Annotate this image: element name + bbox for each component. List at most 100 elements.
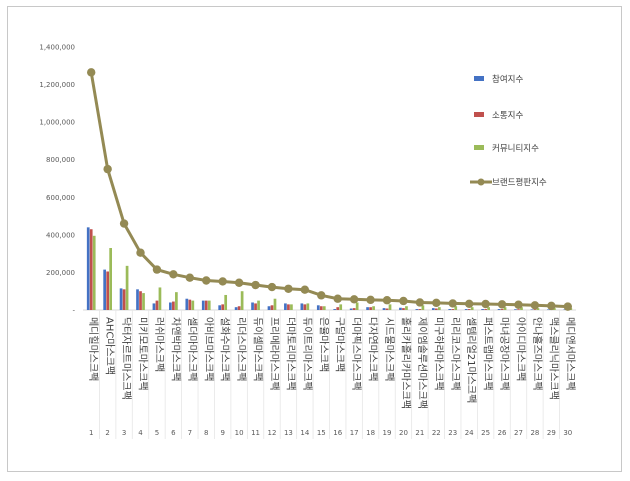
bar-1: [514, 309, 517, 310]
x-category-label: 퍼스트랩마스크팩: [482, 317, 494, 391]
x-index-label: 29: [547, 429, 556, 437]
line-point: [317, 291, 326, 300]
bar-1: [251, 302, 254, 310]
line-point: [448, 299, 457, 308]
bar-1: [218, 305, 222, 310]
bar-2: [484, 309, 487, 310]
chart-svg: - 200,000 400,000 600,000 800,000 1,000,000 1,…: [39, 44, 576, 439]
line-point: [218, 277, 227, 286]
x-index-label: 4: [138, 429, 143, 437]
bar-2: [172, 301, 175, 310]
bar-2: [204, 300, 208, 310]
bar-2: [155, 300, 159, 310]
bar-2: [533, 309, 537, 310]
x-index-label: 8: [204, 429, 208, 437]
bar-3: [405, 306, 408, 310]
bar-2: [139, 291, 142, 310]
line-point: [349, 295, 359, 304]
x-category-label: 듀이셀마스크팩: [252, 317, 264, 381]
bar-3: [92, 235, 96, 310]
x-index-label: 26: [498, 429, 507, 437]
bar-3: [306, 303, 310, 310]
x-index-label: 23: [448, 429, 457, 437]
line-point: [267, 282, 277, 292]
x-category-label: 구달마스크팩: [334, 317, 346, 372]
line-point: [103, 164, 112, 174]
line-point: [497, 300, 507, 309]
x-index-label: 3: [122, 429, 126, 437]
bar-3: [470, 307, 474, 310]
bar-2: [418, 309, 422, 310]
bar-1: [300, 303, 304, 310]
line-point: [547, 301, 556, 311]
x-category-label: 시드물마스크팩: [383, 317, 395, 381]
legend-label: 커뮤니티지수: [492, 143, 539, 154]
bar-1: [349, 308, 353, 310]
line-point: [415, 298, 425, 307]
x-category-label: 미키모토마스크팩: [137, 317, 149, 391]
x-category-label: 메디힐마스크팩: [87, 317, 100, 381]
y-tick-label: 1,200,000: [39, 81, 75, 89]
x-index-label: 24: [465, 429, 474, 437]
bar-1: [333, 309, 337, 310]
bar-2: [122, 289, 126, 310]
bar-2: [434, 308, 438, 310]
bar-2: [287, 304, 290, 310]
bar-3: [257, 300, 260, 310]
x-category-label: 셀더마마스크팩: [186, 317, 198, 381]
legend-label: 브랜드평판지수: [492, 177, 547, 188]
x-index-label: 25: [481, 429, 490, 437]
bar-1: [152, 303, 156, 310]
bar-1: [316, 305, 320, 310]
bar-2: [369, 307, 372, 310]
y-tick-label: 1,000,000: [39, 119, 75, 127]
bar-1: [86, 227, 90, 310]
line-point: [87, 68, 96, 77]
bar-2: [402, 308, 405, 310]
x-category-label: 차앤박마스크팩: [169, 317, 181, 381]
line-point: [136, 248, 145, 257]
bar-2: [517, 309, 520, 310]
x-category-label: 듀이트리마스크팩: [301, 317, 313, 391]
bar-3: [109, 248, 112, 310]
bar-1: [399, 307, 402, 310]
x-category-label: 마녀공장마스크팩: [498, 317, 510, 391]
bar-2: [254, 303, 257, 310]
y-tick-label: 200,000: [46, 269, 75, 277]
bar-3: [322, 306, 326, 310]
bar-3: [372, 306, 375, 310]
line-point: [464, 299, 474, 309]
line-point: [481, 299, 490, 309]
bar-1: [284, 303, 287, 310]
x-category-label: 다자연마스크팩: [367, 317, 379, 381]
x-index-label: 9: [220, 429, 224, 437]
x-index-label: 20: [399, 429, 408, 437]
bar-3: [520, 307, 523, 310]
chart-frame: - 200,000 400,000 600,000 800,000 1,000,000 1,…: [7, 6, 622, 472]
x-index-label: 6: [171, 429, 176, 437]
x-category-label: 메디앤서마스크팩: [564, 317, 576, 391]
bar-3: [175, 292, 178, 310]
x-category-label: AHC마스크팩: [104, 317, 116, 375]
bar-2: [106, 271, 109, 310]
bar-3: [339, 304, 343, 310]
x-category-label: 더마토리마스크팩: [284, 317, 296, 391]
x-category-label: 더마픽스마스크팩: [350, 317, 362, 391]
line-point: [202, 276, 211, 285]
bar-3: [158, 287, 162, 310]
bar-2: [89, 229, 93, 310]
bar-3: [503, 307, 507, 310]
bar-3: [125, 265, 129, 310]
x-index-label: 16: [333, 429, 342, 437]
line-point: [366, 295, 375, 305]
y-tick-label: 600,000: [46, 194, 75, 202]
x-category-label: 홀리카홀리카마스크팩: [399, 317, 412, 409]
legend-swatch: [474, 112, 484, 117]
x-index-label: 5: [155, 429, 159, 437]
bar-2: [237, 306, 241, 310]
legend-swatch: [474, 145, 484, 150]
bar-2: [500, 309, 504, 310]
line-point: [185, 273, 195, 282]
bar-2: [385, 308, 389, 310]
line-point: [300, 285, 310, 294]
